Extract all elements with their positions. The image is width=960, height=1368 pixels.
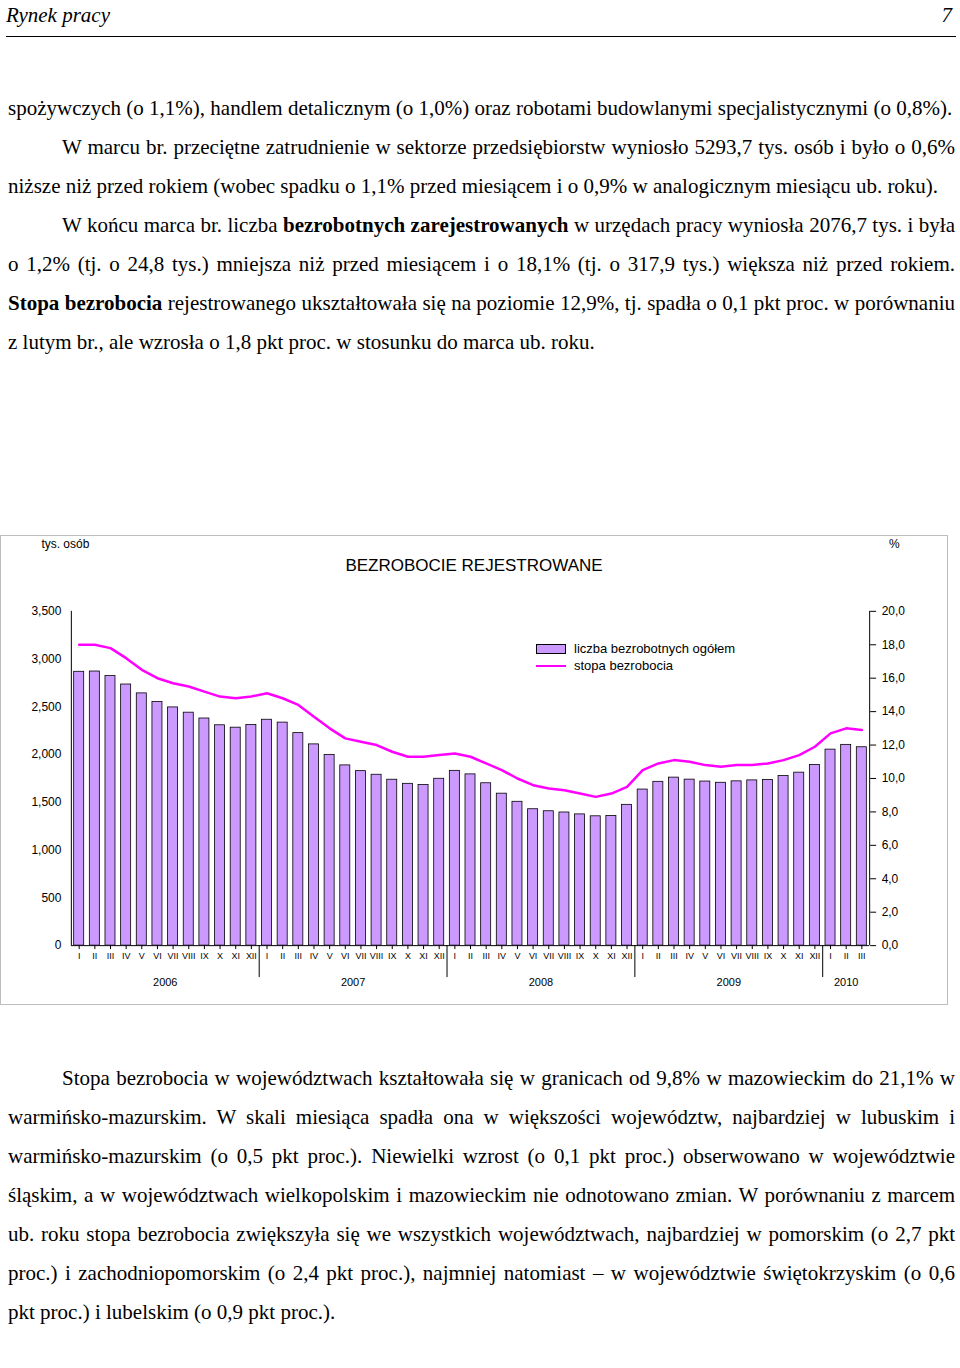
- svg-text:20,0: 20,0: [882, 604, 906, 618]
- svg-text:IV: IV: [310, 951, 318, 961]
- svg-text:VII: VII: [355, 951, 366, 961]
- svg-text:X: X: [593, 951, 599, 961]
- svg-text:2008: 2008: [529, 976, 553, 988]
- svg-text:II: II: [844, 951, 849, 961]
- svg-text:VII: VII: [543, 951, 554, 961]
- svg-text:I: I: [78, 951, 80, 961]
- svg-text:III: III: [482, 951, 489, 961]
- svg-text:12,0: 12,0: [882, 738, 906, 752]
- svg-text:III: III: [670, 951, 677, 961]
- svg-text:500: 500: [41, 891, 61, 905]
- svg-text:X: X: [781, 951, 787, 961]
- svg-text:IV: IV: [498, 951, 506, 961]
- svg-text:III: III: [858, 951, 865, 961]
- svg-text:VII: VII: [168, 951, 179, 961]
- svg-text:2,500: 2,500: [31, 700, 61, 714]
- svg-text:VI: VI: [153, 951, 161, 961]
- svg-text:0,0: 0,0: [882, 938, 899, 952]
- svg-text:I: I: [454, 951, 456, 961]
- svg-text:V: V: [702, 951, 708, 961]
- svg-text:3,000: 3,000: [31, 652, 61, 666]
- svg-text:V: V: [139, 951, 145, 961]
- svg-text:VII: VII: [731, 951, 742, 961]
- svg-text:14,0: 14,0: [882, 704, 906, 718]
- svg-text:XI: XI: [419, 951, 427, 961]
- svg-text:III: III: [295, 951, 302, 961]
- svg-text:I: I: [829, 951, 832, 961]
- svg-text:V: V: [514, 951, 520, 961]
- svg-text:VIII: VIII: [558, 951, 571, 961]
- svg-text:IV: IV: [122, 951, 130, 961]
- svg-text:VIII: VIII: [370, 951, 383, 961]
- html-text:W końcu marca br. liczba bezro: W końcu marca br. liczba bezrobotnych za…: [8, 213, 955, 276]
- svg-text:IX: IX: [576, 951, 584, 961]
- svg-text:X: X: [405, 951, 411, 961]
- html-text:BEZROBOCIE REJESTROWANE: BEZROBOCIE REJESTROWANE: [345, 556, 603, 575]
- html-text:W marcu br. przeciętne zatrudn: W marcu br. przeciętne zatrudnienie w se…: [8, 135, 955, 198]
- svg-text:II: II: [280, 951, 285, 961]
- svg-text:2007: 2007: [341, 976, 365, 988]
- svg-text:8,0: 8,0: [882, 805, 899, 819]
- html-text:Rynek pracy: Rynek pracy: [6, 3, 110, 27]
- svg-text:V: V: [327, 951, 333, 961]
- svg-text:2,0: 2,0: [882, 905, 899, 919]
- svg-text:VI: VI: [717, 951, 725, 961]
- svg-text:I: I: [641, 951, 644, 961]
- html-text:Stopa bezrobocia rejestrowaneg: Stopa bezrobocia rejestrowanego ukształt…: [8, 291, 955, 354]
- html-text:Stopa bezrobocia w województwa: Stopa bezrobocia w województwach kształt…: [8, 1066, 955, 1324]
- svg-text:2009: 2009: [717, 976, 741, 988]
- svg-text:4,0: 4,0: [882, 872, 899, 886]
- svg-text:2006: 2006: [153, 976, 177, 988]
- svg-text:2010: 2010: [834, 976, 858, 988]
- svg-text:%: %: [889, 537, 900, 551]
- svg-text:tys. osób: tys. osób: [41, 537, 89, 551]
- svg-text:18,0: 18,0: [882, 638, 906, 652]
- svg-text:1,000: 1,000: [31, 843, 61, 857]
- svg-text:III: III: [107, 951, 114, 961]
- svg-text:XII: XII: [434, 951, 445, 961]
- svg-text:IX: IX: [200, 951, 208, 961]
- svg-text:VIII: VIII: [182, 951, 195, 961]
- svg-text:XII: XII: [809, 951, 820, 961]
- svg-text:VI: VI: [529, 951, 537, 961]
- svg-text:XI: XI: [607, 951, 615, 961]
- svg-text:IX: IX: [764, 951, 772, 961]
- svg-text:3,500: 3,500: [31, 604, 61, 618]
- svg-text:II: II: [656, 951, 661, 961]
- svg-text:XII: XII: [246, 951, 257, 961]
- svg-text:2,000: 2,000: [31, 747, 61, 761]
- svg-text:1,500: 1,500: [31, 795, 61, 809]
- svg-text:XI: XI: [795, 951, 803, 961]
- svg-text:0: 0: [55, 938, 62, 952]
- svg-text:II: II: [92, 951, 97, 961]
- svg-text:IX: IX: [388, 951, 396, 961]
- svg-text:VI: VI: [341, 951, 349, 961]
- svg-text:I: I: [266, 951, 268, 961]
- html-text:spożywczych (o 1,1%), handlem: spożywczych (o 1,1%), handlem detaliczny…: [8, 96, 953, 120]
- html-text:liczba bezrobotnych ogółem: liczba bezrobotnych ogółem: [574, 641, 736, 656]
- svg-text:VIII: VIII: [746, 951, 759, 961]
- svg-text:X: X: [217, 951, 223, 961]
- svg-text:XII: XII: [622, 951, 633, 961]
- svg-text:IV: IV: [685, 951, 693, 961]
- svg-text:16,0: 16,0: [882, 671, 906, 685]
- svg-text:6,0: 6,0: [882, 838, 899, 852]
- html-text:stopa bezrobocia: stopa bezrobocia: [574, 658, 673, 673]
- svg-text:XI: XI: [231, 951, 239, 961]
- svg-text:10,0: 10,0: [882, 771, 906, 785]
- html-text:7: 7: [941, 3, 952, 27]
- svg-text:II: II: [468, 951, 473, 961]
